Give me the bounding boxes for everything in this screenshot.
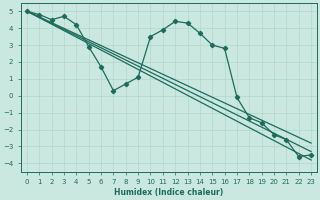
X-axis label: Humidex (Indice chaleur): Humidex (Indice chaleur)	[114, 188, 224, 197]
